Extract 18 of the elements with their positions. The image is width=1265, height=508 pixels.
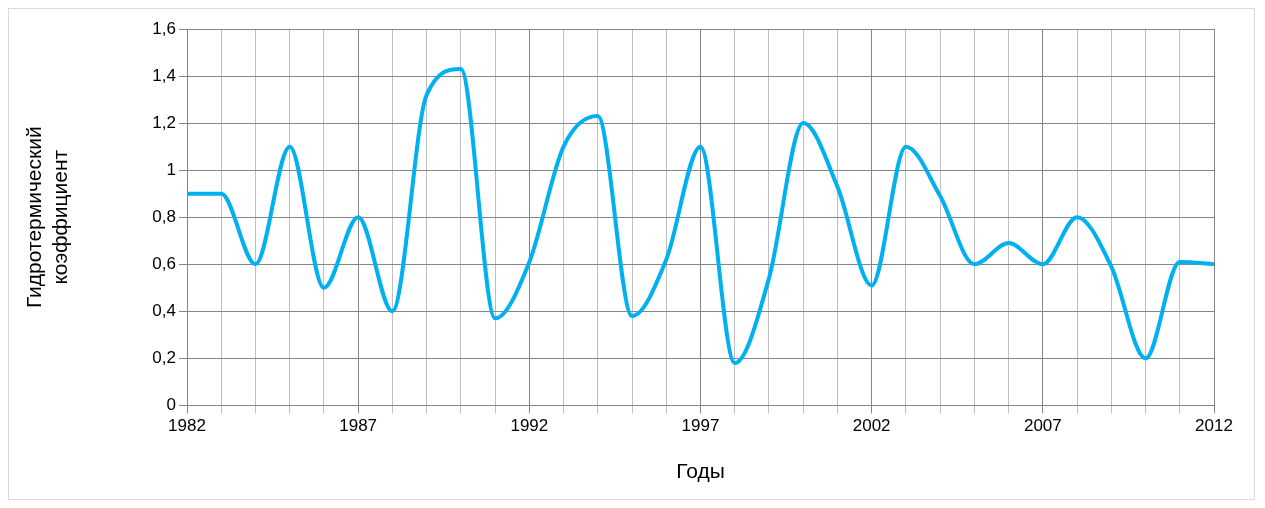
y-tick-label: 1,4 xyxy=(152,65,176,85)
x-tick-label: 1992 xyxy=(510,416,549,436)
y-axis-title: Гидротермический коэффициент xyxy=(22,126,71,309)
y-tick-label: 0,6 xyxy=(152,253,176,273)
y-tick-label: 0,2 xyxy=(152,348,176,368)
x-tick-label: 2007 xyxy=(1023,416,1062,436)
x-tick-label: 2012 xyxy=(1195,416,1233,436)
x-tick-label: 1997 xyxy=(681,416,720,436)
x-tick-label: 1987 xyxy=(339,416,378,436)
x-axis-title: Годы xyxy=(676,459,725,483)
y-tick-label: 0,8 xyxy=(152,206,176,226)
x-tick-label: 1982 xyxy=(168,416,206,436)
x-tick-label: 2002 xyxy=(852,416,891,436)
y-tick-label: 1,6 xyxy=(152,18,176,38)
y-tick-label: 0 xyxy=(166,395,176,415)
y-tick-label: 0,4 xyxy=(152,300,176,320)
y-tick-label: 1,2 xyxy=(152,112,176,132)
y-tick-label: 1 xyxy=(166,159,176,179)
